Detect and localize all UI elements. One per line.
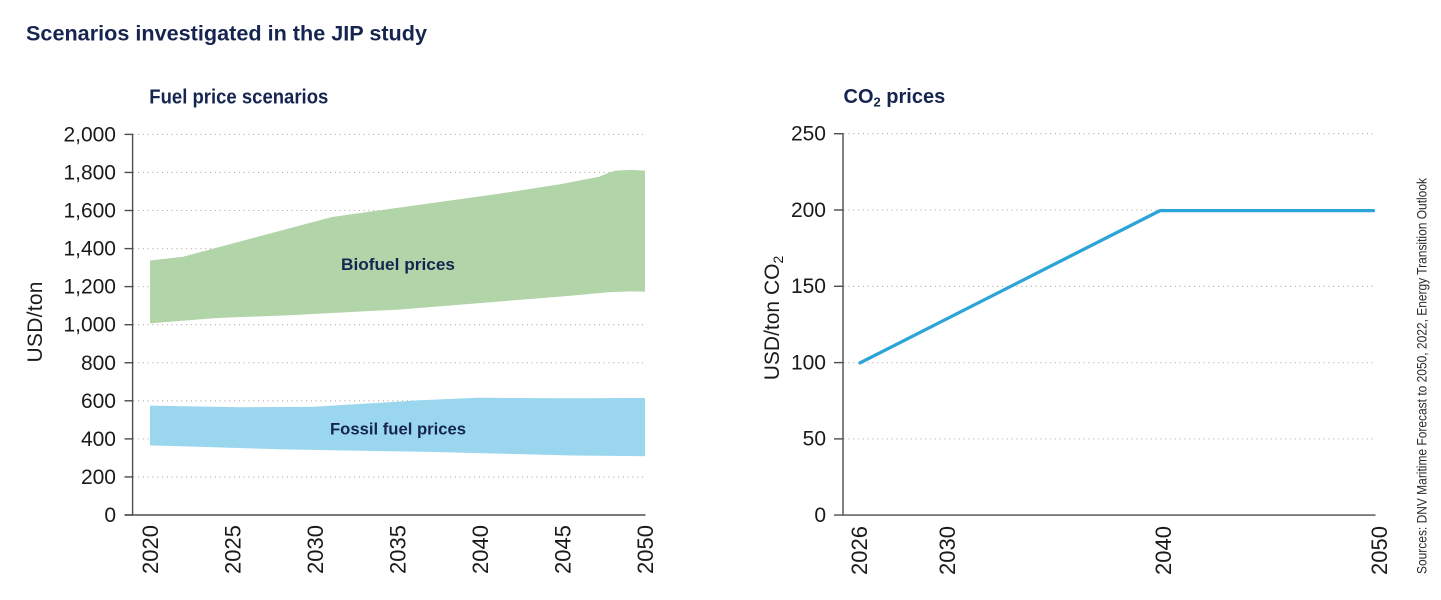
svg-text:Scenarios investigated in the: Scenarios investigated in the JIP study [26, 22, 427, 46]
svg-text:USD/ton: USD/ton [24, 282, 47, 363]
svg-text:1,400: 1,400 [63, 238, 116, 261]
svg-text:2025: 2025 [221, 525, 246, 574]
svg-text:2035: 2035 [386, 525, 411, 574]
svg-text:2045: 2045 [551, 525, 576, 574]
svg-text:200: 200 [81, 466, 116, 489]
svg-text:100: 100 [791, 351, 826, 374]
svg-text:1,200: 1,200 [63, 276, 116, 299]
svg-text:2,000: 2,000 [63, 123, 116, 146]
svg-text:Fuel price scenarios: Fuel price scenarios [149, 86, 328, 108]
svg-text:2030: 2030 [935, 526, 960, 575]
svg-text:50: 50 [803, 428, 826, 451]
svg-text:250: 250 [791, 123, 826, 146]
svg-text:400: 400 [81, 428, 116, 451]
svg-text:Fossil fuel prices: Fossil fuel prices [330, 420, 466, 439]
svg-text:0: 0 [814, 504, 826, 527]
svg-text:Sources: DNV Maritime Forecast: Sources: DNV Maritime Forecast to 2050, … [1415, 178, 1430, 574]
svg-text:150: 150 [791, 275, 826, 298]
svg-text:CO2 prices: CO2 prices [844, 86, 946, 110]
svg-text:2050: 2050 [1367, 526, 1392, 575]
svg-text:2026: 2026 [847, 526, 872, 575]
svg-text:600: 600 [81, 390, 116, 413]
svg-text:1,000: 1,000 [63, 314, 116, 337]
svg-text:200: 200 [791, 199, 826, 222]
svg-text:Biofuel prices: Biofuel prices [341, 255, 455, 274]
svg-text:USD/ton CO2: USD/ton CO2 [761, 256, 786, 381]
svg-text:2040: 2040 [1151, 526, 1176, 575]
svg-text:2040: 2040 [468, 525, 493, 574]
svg-text:0: 0 [104, 504, 116, 527]
svg-text:2020: 2020 [138, 525, 163, 574]
svg-text:1,600: 1,600 [63, 200, 116, 223]
svg-text:2030: 2030 [303, 525, 328, 574]
svg-text:2050: 2050 [633, 525, 658, 574]
svg-text:1,800: 1,800 [63, 161, 116, 184]
svg-text:800: 800 [81, 352, 116, 375]
